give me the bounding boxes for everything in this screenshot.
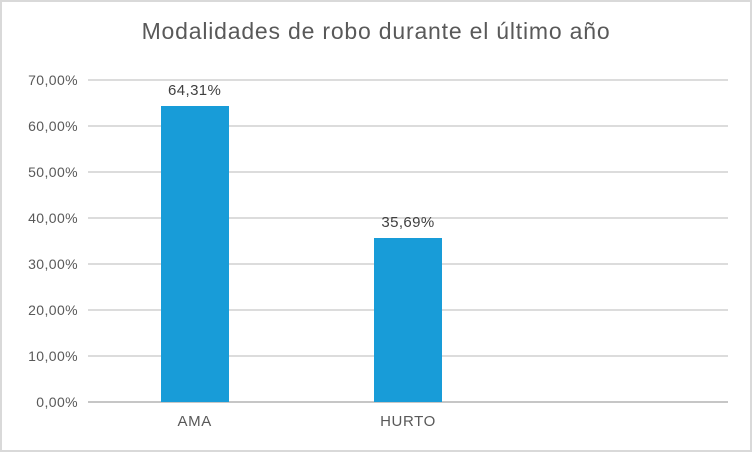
y-tick-label: 40,00% — [28, 210, 78, 226]
y-gridline — [88, 217, 728, 219]
y-gridline — [88, 171, 728, 173]
x-category-label: AMA — [177, 413, 212, 430]
x-axis-line — [88, 401, 728, 403]
y-tick-label: 60,00% — [28, 118, 78, 134]
plot-area — [88, 79, 728, 403]
bar-hurto — [374, 237, 442, 402]
x-category-label: HURTO — [380, 413, 436, 430]
chart-title: Modalidades de robo durante el último añ… — [141, 18, 611, 44]
y-tick-label: 10,00% — [28, 348, 78, 364]
y-gridline — [88, 79, 728, 81]
y-tick-label: 30,00% — [28, 256, 78, 272]
y-tick-label: 50,00% — [28, 164, 78, 180]
y-tick-label: 0,00% — [36, 394, 78, 410]
bar-ama — [160, 106, 229, 402]
bar-value-label: 35,69% — [381, 213, 435, 231]
bar-value-label: 64,31% — [168, 82, 222, 100]
y-gridline — [88, 125, 728, 127]
y-tick-label: 70,00% — [28, 72, 78, 88]
y-tick-label: 20,00% — [28, 302, 78, 318]
